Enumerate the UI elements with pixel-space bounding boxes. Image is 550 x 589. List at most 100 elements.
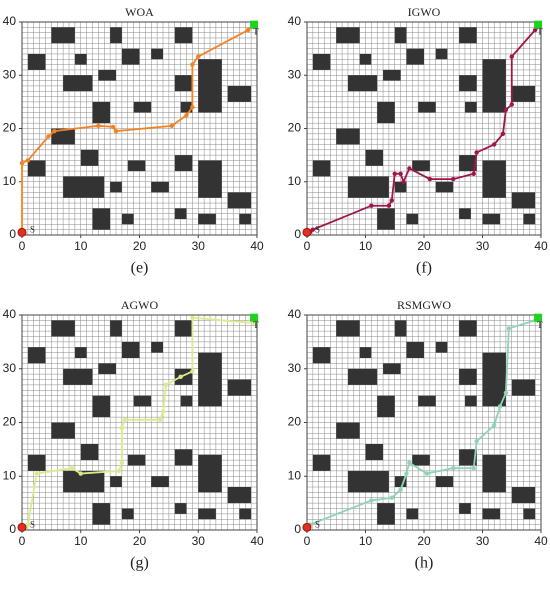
obstacle [63, 470, 105, 493]
waypoint [119, 460, 125, 466]
caption: (f) [416, 260, 432, 277]
obstacle [511, 487, 536, 504]
start-label: S [30, 224, 35, 234]
waypoint [398, 171, 403, 176]
obstacle [98, 363, 116, 375]
obstacle [377, 101, 395, 124]
obstacle [459, 75, 477, 92]
start-marker [302, 227, 312, 237]
obstacle [151, 476, 169, 487]
obstacle [80, 149, 99, 166]
obstacle [523, 508, 536, 520]
obstacle [482, 454, 506, 493]
x-tick-label: 0 [19, 239, 26, 253]
obstacle [180, 395, 193, 407]
obstacle [511, 192, 536, 209]
path-line [24, 316, 255, 528]
waypoint [25, 158, 31, 163]
chart-title: AGWO [121, 298, 159, 312]
y-tick-label: 40 [288, 14, 302, 28]
obstacle [239, 508, 252, 520]
target-label: T [537, 320, 543, 330]
x-tick-label: 30 [476, 239, 490, 253]
target-marker [250, 313, 259, 322]
x-tick-label: 20 [133, 239, 147, 253]
obstacle [464, 395, 477, 407]
obstacle [174, 75, 193, 92]
obstacle [359, 347, 372, 358]
waypoint [119, 425, 125, 431]
waypoint [116, 468, 122, 474]
waypoint [113, 128, 119, 134]
x-tick-label: 30 [476, 534, 490, 548]
waypoint [471, 465, 476, 471]
caption: (g) [130, 555, 149, 572]
waypoint [69, 465, 75, 471]
obstacle [239, 213, 252, 225]
start-marker [302, 522, 312, 532]
obstacle [383, 363, 401, 375]
obstacle [74, 347, 87, 358]
obstacle [383, 69, 401, 81]
waypoint [122, 417, 128, 423]
obstacle [418, 101, 436, 113]
obstacle [174, 320, 193, 337]
obstacle [63, 176, 105, 198]
waypoint [52, 128, 57, 134]
waypoint [401, 179, 406, 184]
x-tick-label: 20 [417, 534, 431, 548]
y-tick-label: 40 [3, 14, 17, 28]
obstacle [27, 347, 46, 364]
x-tick-label: 0 [304, 534, 311, 548]
waypoint [190, 369, 195, 374]
waypoint [474, 439, 479, 444]
obstacle [63, 75, 93, 92]
obstacle [347, 75, 378, 92]
caption: (e) [131, 260, 149, 277]
obstacle [336, 320, 360, 337]
waypoint [25, 522, 31, 527]
y-tick-label: 0 [9, 227, 16, 241]
obstacle [412, 160, 430, 172]
waypoint [110, 124, 116, 130]
obstacle [406, 48, 424, 65]
obstacle [74, 53, 87, 65]
waypoint [386, 203, 392, 208]
chart-title: RSMGWO [397, 298, 451, 312]
obstacle [51, 128, 75, 145]
waypoint [407, 166, 412, 171]
y-tick-label: 20 [3, 121, 17, 135]
waypoint [492, 142, 497, 147]
obstacle [121, 213, 134, 225]
waypoint [471, 171, 476, 176]
waypoint [398, 487, 403, 492]
obstacle [227, 85, 252, 102]
target-marker [534, 313, 543, 322]
obstacle [27, 53, 46, 70]
obstacle [365, 444, 384, 461]
chart-title: IGWO [408, 5, 441, 19]
obstacle [435, 181, 454, 193]
x-tick-label: 20 [417, 239, 431, 253]
waypoint [369, 203, 374, 208]
obstacle [127, 160, 146, 172]
obstacle [459, 368, 477, 385]
y-tick-label: 30 [3, 361, 17, 375]
waypoint [492, 422, 497, 428]
target-label: T [253, 27, 259, 37]
obstacle [377, 208, 395, 230]
obstacle [336, 27, 360, 44]
waypoint [369, 498, 374, 503]
waypoint [163, 382, 169, 388]
obstacle [180, 101, 193, 113]
waypoint [46, 134, 51, 139]
y-tick-label: 20 [3, 415, 17, 429]
obstacle [418, 395, 436, 407]
start-label: S [30, 519, 35, 529]
obstacle [121, 508, 134, 520]
waypoint [497, 404, 503, 409]
obstacle [174, 449, 193, 466]
waypoint [251, 320, 257, 326]
obstacle [459, 320, 477, 337]
obstacle [459, 27, 477, 44]
